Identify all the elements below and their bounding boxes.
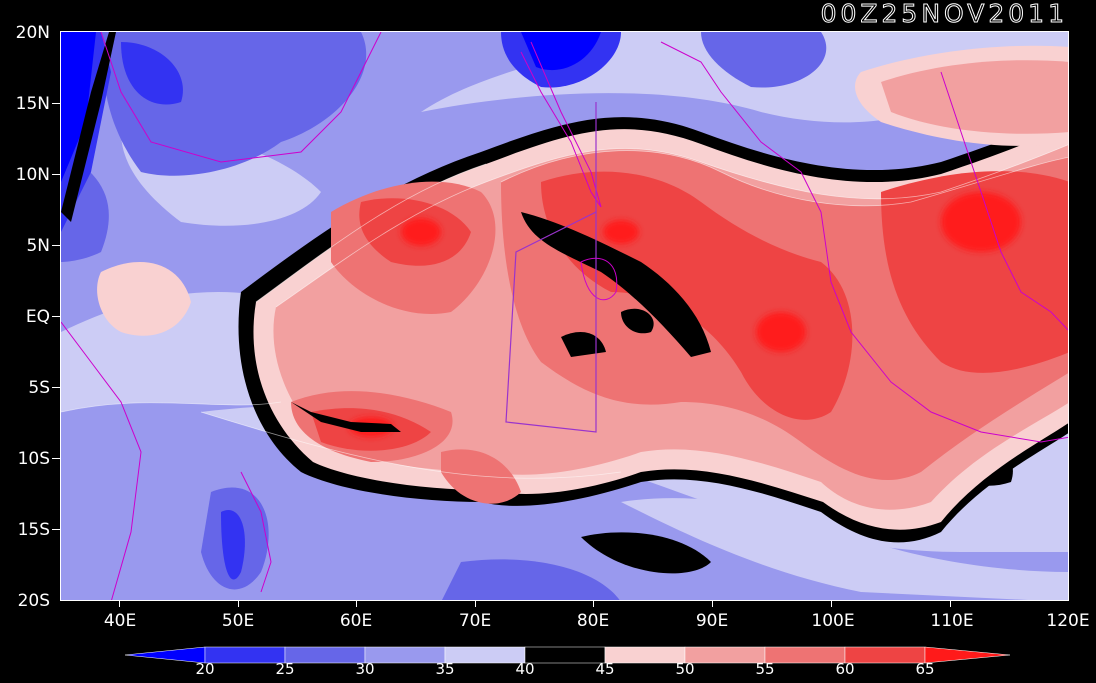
colorbar bbox=[124, 646, 1011, 664]
lon-tick bbox=[712, 601, 713, 607]
lat-tick bbox=[52, 103, 60, 104]
colorbar-arrow-high bbox=[924, 646, 1011, 664]
lat-tick bbox=[52, 174, 60, 175]
lat-tick bbox=[52, 316, 60, 317]
colorbar-label: 30 bbox=[355, 660, 375, 678]
lon-tick bbox=[356, 601, 357, 607]
lat-label-20n: 20N bbox=[15, 23, 50, 43]
lon-label-90e: 90E bbox=[695, 611, 729, 631]
lon-label-50e: 50E bbox=[221, 611, 255, 631]
lon-tick bbox=[831, 601, 832, 607]
lon-tick bbox=[119, 601, 120, 607]
lat-label-5n: 5N bbox=[26, 236, 50, 256]
map-title: 00Z25NOV2011 bbox=[820, 0, 1068, 28]
lon-label-40e: 40E bbox=[103, 611, 137, 631]
colorbar-segment bbox=[364, 646, 446, 664]
lat-tick bbox=[52, 245, 60, 246]
lat-label-eq: EQ bbox=[25, 307, 50, 327]
lat-label-15n: 15N bbox=[15, 94, 50, 114]
lat-label-15s: 15S bbox=[17, 520, 50, 540]
colorbar-label: 45 bbox=[595, 660, 615, 678]
lon-tick bbox=[950, 601, 951, 607]
lon-tick bbox=[593, 601, 594, 607]
colorbar-label: 55 bbox=[755, 660, 775, 678]
lon-label-80e: 80E bbox=[576, 611, 610, 631]
colorbar-label: 35 bbox=[435, 660, 455, 678]
colorbar-segment bbox=[684, 646, 766, 664]
lon-label-70e: 70E bbox=[458, 611, 492, 631]
lat-tick bbox=[52, 458, 60, 459]
lat-tick bbox=[52, 529, 60, 530]
colorbar-label: 25 bbox=[275, 660, 295, 678]
colorbar-segment bbox=[524, 646, 606, 664]
colorbar-segment bbox=[604, 646, 686, 664]
colorbar-segments bbox=[124, 646, 1011, 664]
colorbar-segment bbox=[444, 646, 526, 664]
lon-label-60e: 60E bbox=[339, 611, 373, 631]
lon-label-120e: 120E bbox=[1046, 611, 1090, 631]
embedded-low-cells bbox=[291, 212, 711, 432]
lat-label-20s: 20S bbox=[17, 591, 50, 611]
lat-label-10n: 10N bbox=[15, 165, 50, 185]
colorbar-label: 40 bbox=[515, 660, 535, 678]
map-canvas bbox=[60, 31, 1069, 601]
colorbar-label: 65 bbox=[915, 660, 935, 678]
lon-label-100e: 100E bbox=[811, 611, 855, 631]
colorbar-segment bbox=[764, 646, 846, 664]
lon-tick bbox=[475, 601, 476, 607]
colorbar-segment bbox=[844, 646, 926, 664]
colorbar-label: 50 bbox=[675, 660, 695, 678]
field-below-20 bbox=[61, 32, 601, 182]
colorbar-segment bbox=[284, 646, 366, 664]
colorbar-arrow-low bbox=[124, 646, 206, 664]
lat-label-5s: 5S bbox=[28, 378, 50, 398]
contour-lines bbox=[61, 144, 1068, 479]
colorbar-label: 60 bbox=[835, 660, 855, 678]
lon-tick bbox=[238, 601, 239, 607]
colorbar-segment bbox=[204, 646, 286, 664]
lon-label-110e: 110E bbox=[930, 611, 974, 631]
region-box bbox=[505, 102, 597, 433]
contour-map bbox=[61, 32, 1068, 600]
colorbar-label: 20 bbox=[195, 660, 215, 678]
lat-tick bbox=[52, 387, 60, 388]
lat-label-10s: 10S bbox=[17, 449, 50, 469]
